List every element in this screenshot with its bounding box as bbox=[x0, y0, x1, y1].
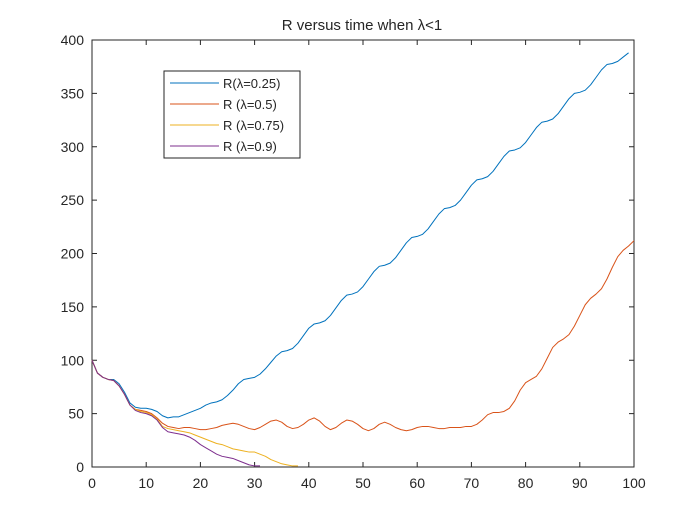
y-tick-label: 100 bbox=[61, 352, 85, 368]
y-tick-label: 400 bbox=[61, 32, 85, 48]
y-tick-label: 50 bbox=[68, 406, 84, 422]
x-tick-label: 0 bbox=[88, 475, 96, 491]
x-tick-label: 60 bbox=[409, 475, 425, 491]
x-tick-label: 90 bbox=[572, 475, 588, 491]
legend-box bbox=[163, 70, 301, 159]
x-tick-label: 20 bbox=[193, 475, 209, 491]
legend: R(λ=0.25) R (λ=0.5) R (λ=0.75) R (λ=0.9) bbox=[163, 70, 301, 159]
series-line-4 bbox=[91, 360, 261, 467]
series-line-2 bbox=[91, 240, 635, 432]
x-tick-label: 70 bbox=[464, 475, 480, 491]
y-tick-label: 200 bbox=[61, 246, 85, 262]
y-tick-label: 350 bbox=[61, 85, 85, 101]
chart-title: R versus time when λ<1 bbox=[282, 17, 442, 34]
x-tick-label: 30 bbox=[247, 475, 263, 491]
series-line-1 bbox=[91, 52, 629, 419]
x-tick-label: 50 bbox=[355, 475, 371, 491]
legend-label: R (λ=0.5) bbox=[223, 97, 277, 112]
y-tick-label: 150 bbox=[61, 299, 85, 315]
x-tick-label: 80 bbox=[518, 475, 534, 491]
x-tick-label: 100 bbox=[622, 475, 646, 491]
legend-label: R(λ=0.25) bbox=[223, 76, 280, 91]
x-tick-label: 10 bbox=[138, 475, 154, 491]
y-tick-label: 250 bbox=[61, 192, 85, 208]
legend-label: R (λ=0.9) bbox=[223, 139, 277, 154]
x-tick-label: 40 bbox=[301, 475, 317, 491]
y-tick-label: 300 bbox=[61, 139, 85, 155]
legend-label: R (λ=0.75) bbox=[223, 118, 284, 133]
series-lines bbox=[91, 52, 635, 467]
y-tick-label: 0 bbox=[76, 459, 84, 475]
